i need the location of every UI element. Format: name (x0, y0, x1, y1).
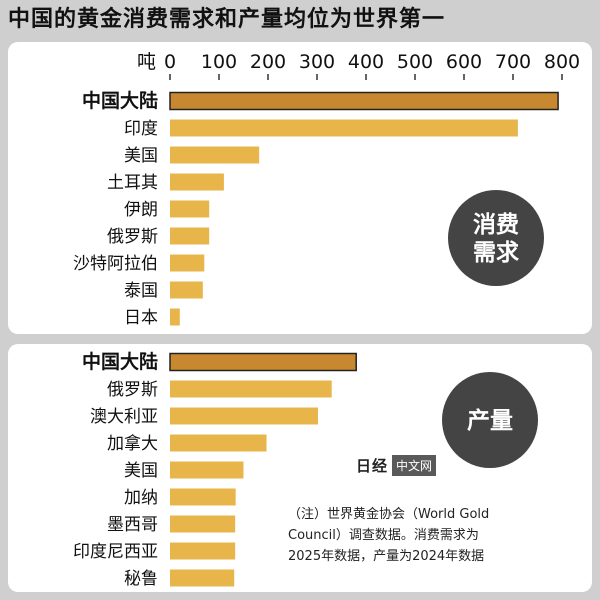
unit-label: 吨 (137, 51, 156, 73)
bar (170, 542, 236, 560)
category-label: 中国大陆 (82, 350, 158, 373)
tick-label: 400 (348, 51, 384, 73)
bar (170, 461, 244, 479)
bar (170, 146, 260, 164)
footnote-line: （注）世界黄金协会（World Gold (288, 507, 490, 522)
watermark-cn: 中文网 (392, 454, 437, 476)
footnote-line: 2025年数据，产量为2024年数据 (288, 549, 485, 564)
category-label: 伊朗 (124, 200, 158, 220)
category-label: 印度 (124, 119, 158, 139)
bar (170, 569, 235, 587)
bar (170, 308, 180, 326)
badge-label: 产量 (467, 407, 513, 434)
badge-circle (448, 190, 544, 286)
watermark-jp: 日经 (356, 456, 389, 475)
category-label: 澳大利亚 (90, 407, 158, 427)
bar (170, 380, 332, 398)
category-label: 加拿大 (107, 433, 158, 454)
tick-label: 300 (299, 51, 335, 73)
bar (170, 407, 318, 425)
badge-label: 消费 (473, 212, 519, 238)
footnote: （注）世界黄金协会（World Gold Council）调查数据。消费需求为 … (288, 504, 588, 567)
tick-label: 0 (164, 51, 176, 73)
badge-circle (442, 372, 538, 468)
bar (170, 488, 236, 506)
bar (170, 227, 210, 245)
badge-label: 需求 (473, 240, 519, 266)
bar (170, 281, 203, 299)
bar (169, 91, 559, 111)
category-label: 墨西哥 (107, 515, 158, 535)
category-label: 加纳 (124, 488, 158, 508)
category-label: 日本 (124, 308, 158, 328)
tick-label: 600 (446, 51, 482, 73)
footnote-line: Council）调查数据。消费需求为 (288, 528, 479, 543)
category-label: 美国 (124, 461, 158, 481)
bar (170, 119, 518, 137)
consumption-panel: 吨 0 100 200 300 400 500 600 700 800 中国大陆印度美国土耳其伊朗俄… (8, 42, 592, 334)
category-label: 美国 (124, 146, 158, 166)
bar (170, 254, 205, 272)
bar (170, 515, 236, 533)
bar (170, 434, 267, 452)
bar (169, 352, 357, 372)
category-label: 俄罗斯 (107, 380, 158, 400)
category-label: 土耳其 (107, 173, 158, 193)
bar (170, 173, 224, 191)
bar (170, 200, 210, 218)
production-panel: 中国大陆俄罗斯澳大利亚加拿大美国加纳墨西哥印度尼西亚秘鲁 产量 (8, 344, 592, 592)
chart-title: 中国的黄金消费需求和产量均位为世界第一 (8, 7, 446, 32)
tick-label: 200 (250, 51, 286, 73)
category-label: 中国大陆 (82, 89, 158, 112)
watermark-logo: 日经 中文网 (352, 454, 437, 476)
tick-label: 100 (201, 51, 237, 73)
category-label: 秘鲁 (124, 569, 158, 589)
category-label: 泰国 (124, 281, 158, 301)
category-label: 沙特阿拉伯 (73, 254, 158, 274)
tick-label: 700 (495, 51, 531, 73)
tick-label: 800 (544, 51, 580, 73)
category-label: 俄罗斯 (107, 227, 158, 247)
consumption-chart: 吨 0 100 200 300 400 500 600 700 800 中国大陆印度美国土耳其伊朗俄… (73, 51, 580, 328)
category-label: 印度尼西亚 (73, 542, 158, 562)
tick-label: 500 (397, 51, 433, 73)
